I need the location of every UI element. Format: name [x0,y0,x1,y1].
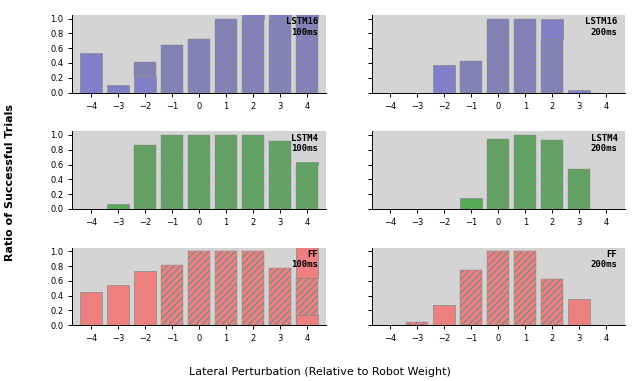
Bar [108,85,129,93]
Bar [269,0,291,19]
Bar [514,19,536,93]
Bar [460,270,483,325]
Bar [188,135,211,209]
Bar [134,271,156,325]
Bar [269,141,291,209]
Bar [161,135,183,209]
Bar [514,135,536,209]
Bar [161,45,183,93]
Bar [541,39,563,93]
Bar [215,251,237,325]
Bar [541,140,563,209]
Bar [161,264,183,325]
Bar [460,198,483,209]
Bar [134,61,156,76]
Bar [134,76,156,93]
Bar [487,19,509,93]
Bar [541,279,563,325]
Bar [296,247,318,278]
Bar [433,305,456,325]
Bar [134,144,156,209]
Bar [568,299,590,325]
Bar [296,19,318,93]
Bar [487,139,509,209]
Text: Lateral Perturbation (Relative to Robot Weight): Lateral Perturbation (Relative to Robot … [189,367,451,377]
Bar [215,19,237,93]
Bar [269,267,291,325]
Bar [108,204,129,209]
Text: LSTM16
200ms: LSTM16 200ms [585,17,618,37]
Bar [242,19,264,93]
Bar [242,0,264,19]
Bar [269,19,291,93]
Text: LSTM4
200ms: LSTM4 200ms [591,134,618,153]
Text: FF
200ms: FF 200ms [591,250,618,269]
Text: Ratio of Successful Trials: Ratio of Successful Trials [4,104,15,261]
Bar [242,251,264,325]
Bar [242,135,264,209]
Bar [460,61,483,93]
Bar [188,39,211,93]
Bar [296,278,318,325]
Bar [541,19,563,39]
Bar [433,65,456,93]
Bar [296,5,318,19]
Bar [296,165,318,209]
Bar [80,53,102,93]
Bar [514,251,536,325]
Text: LSTM16
100ms: LSTM16 100ms [286,17,318,37]
Bar [406,322,428,325]
Bar [80,292,102,325]
Bar [568,169,590,209]
Text: LSTM4
100ms: LSTM4 100ms [291,134,318,153]
Bar [487,251,509,325]
Bar [108,285,129,325]
Bar [296,315,318,325]
Text: FF
100ms: FF 100ms [291,250,318,269]
Bar [215,135,237,209]
Bar [296,162,318,165]
Bar [568,90,590,93]
Bar [188,251,211,325]
